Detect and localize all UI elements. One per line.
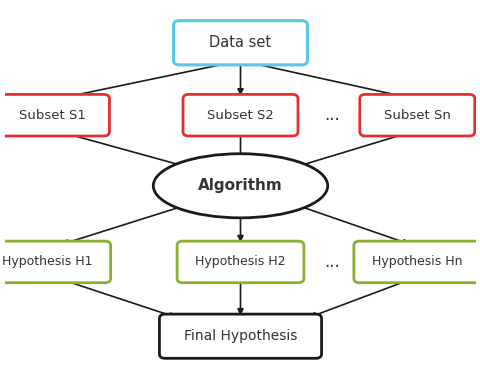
FancyBboxPatch shape [353,241,480,283]
Ellipse shape [153,154,327,218]
Text: Hypothesis Hn: Hypothesis Hn [371,255,462,268]
FancyBboxPatch shape [0,94,109,136]
Text: Final Hypothesis: Final Hypothesis [183,329,297,343]
Text: Hypothesis H2: Hypothesis H2 [195,255,285,268]
FancyBboxPatch shape [182,94,298,136]
Text: Subset S2: Subset S2 [206,109,274,122]
FancyBboxPatch shape [177,241,303,283]
Text: Subset Sn: Subset Sn [383,109,450,122]
FancyBboxPatch shape [159,314,321,358]
FancyBboxPatch shape [359,94,474,136]
FancyBboxPatch shape [173,21,307,65]
Text: ...: ... [324,106,339,124]
Text: Subset S1: Subset S1 [18,109,85,122]
Text: Algorithm: Algorithm [198,178,282,193]
Text: Data set: Data set [209,35,271,50]
FancyBboxPatch shape [0,241,110,283]
Text: Hypothesis H1: Hypothesis H1 [2,255,92,268]
Text: ...: ... [324,253,339,271]
